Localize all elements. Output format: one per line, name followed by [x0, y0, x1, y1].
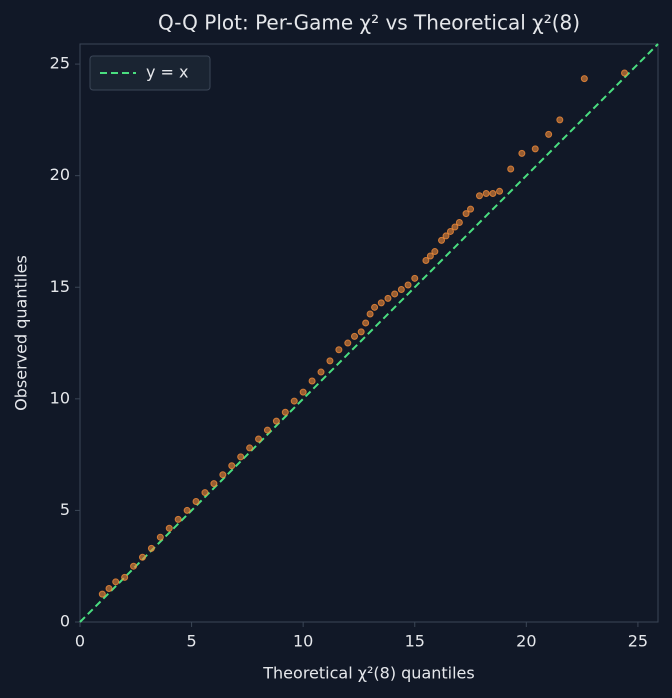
y-tick-label: 20 — [50, 165, 70, 184]
point — [422, 256, 430, 264]
point — [174, 515, 182, 523]
point — [462, 210, 470, 218]
point — [192, 497, 200, 505]
reference-line — [79, 43, 659, 623]
point — [344, 339, 352, 347]
x-tick-label: 5 — [186, 632, 196, 651]
point — [255, 435, 263, 443]
point — [183, 506, 191, 514]
y-tick-label: 10 — [50, 388, 70, 407]
point — [426, 252, 434, 260]
point — [246, 444, 254, 452]
x-tick-label: 20 — [516, 632, 536, 651]
plot-frame — [79, 43, 659, 623]
point — [451, 223, 459, 231]
point — [431, 248, 439, 256]
point — [371, 303, 379, 311]
point — [219, 471, 227, 479]
point — [165, 524, 173, 532]
y-tick-label: 5 — [60, 500, 70, 519]
point — [489, 190, 497, 198]
point — [482, 190, 490, 198]
point — [545, 130, 553, 138]
x-tick-label: 0 — [75, 632, 85, 651]
point — [391, 290, 399, 298]
point — [384, 294, 392, 302]
point — [308, 377, 316, 385]
point — [362, 319, 370, 327]
point — [290, 397, 298, 405]
point — [496, 187, 504, 195]
point — [281, 408, 289, 416]
point — [299, 388, 307, 396]
point — [366, 310, 374, 318]
point — [475, 192, 483, 200]
point — [438, 236, 446, 244]
point — [326, 357, 334, 365]
x-tick-label: 15 — [405, 632, 425, 651]
point — [411, 274, 419, 282]
x-tick-label: 25 — [628, 632, 648, 651]
point — [130, 562, 138, 570]
point — [201, 489, 209, 497]
point — [621, 69, 629, 77]
legend-label: y = x — [146, 63, 189, 82]
point — [455, 219, 463, 227]
point — [357, 328, 365, 336]
point — [446, 227, 454, 235]
point — [531, 145, 539, 153]
point — [404, 281, 412, 289]
point — [156, 533, 164, 541]
point — [147, 544, 155, 552]
y-tick-label: 0 — [60, 612, 70, 631]
chart-title: Q-Q Plot: Per-Game χ² vs Theoretical χ²(… — [158, 11, 580, 35]
point — [317, 368, 325, 376]
legend-box — [89, 55, 211, 91]
point — [507, 165, 515, 173]
point — [210, 480, 218, 488]
point — [272, 417, 280, 425]
point — [138, 553, 146, 561]
point — [112, 578, 120, 586]
point — [518, 149, 526, 157]
point — [397, 285, 405, 293]
point — [121, 573, 129, 581]
x-tick-label: 10 — [293, 632, 313, 651]
point — [237, 453, 245, 461]
point — [350, 332, 358, 340]
point — [442, 232, 450, 240]
point — [377, 299, 385, 307]
y-tick-label: 15 — [50, 277, 70, 296]
point — [580, 75, 588, 83]
point — [335, 346, 343, 354]
point — [228, 462, 236, 470]
point — [556, 116, 564, 124]
point — [467, 205, 475, 213]
y-tick-label: 25 — [50, 54, 70, 73]
x-axis-label: Theoretical χ²(8) quantiles — [262, 664, 474, 683]
y-axis-label: Observed quantiles — [12, 255, 31, 411]
point — [98, 590, 106, 598]
point — [263, 426, 271, 434]
point — [105, 585, 113, 593]
